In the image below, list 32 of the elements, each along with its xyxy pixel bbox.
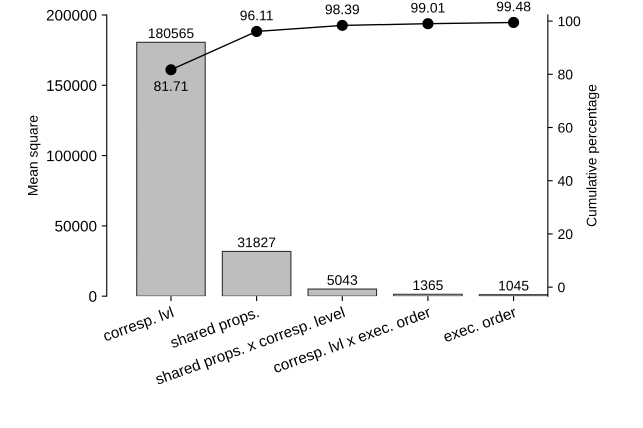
y2-tick-label: 20: [558, 229, 572, 240]
data-label: 99.48: [496, 2, 530, 12]
data-label: 99.01: [411, 2, 445, 13]
y2-tick-label: 80: [558, 70, 572, 80]
data-label: 1365: [414, 280, 443, 290]
y-tick-label: 200000: [46, 10, 96, 21]
bar: [222, 250, 292, 296]
y-axis-title: Mean square: [28, 116, 40, 195]
y-tick-label: 0: [89, 291, 96, 302]
data-label: 1045: [499, 280, 528, 291]
y-tick-label: 100000: [47, 150, 96, 162]
bar: [136, 42, 206, 296]
y2-axis-title: Cumulative percentage: [586, 84, 600, 226]
point: [165, 64, 177, 76]
y2-tick-label: 60: [558, 122, 572, 133]
point: [422, 18, 434, 30]
y2-tick-label: 100: [558, 16, 580, 26]
data-label: 96.11: [240, 10, 273, 20]
data-label: 31827: [238, 237, 276, 248]
data-label: 5043: [327, 275, 358, 285]
data-label: 98.39: [326, 4, 359, 14]
point: [251, 26, 262, 38]
y2-tick-label: 0: [558, 282, 565, 292]
y2-tick-label: 40: [558, 176, 572, 186]
data-label: 180565: [148, 28, 194, 38]
y-tick-label: 50000: [55, 220, 96, 232]
bar: [307, 288, 378, 296]
point: [336, 20, 348, 31]
point: [508, 16, 520, 28]
data-label: 81.71: [154, 81, 188, 92]
y-tick-label: 150000: [47, 80, 96, 91]
x-tick-label: exec. order: [442, 306, 518, 342]
